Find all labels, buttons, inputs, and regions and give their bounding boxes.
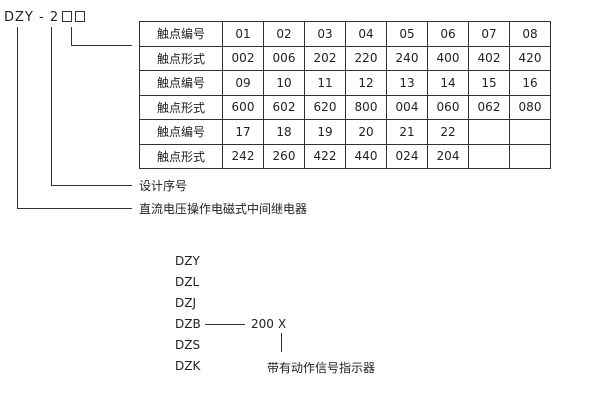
table-cell: 060 xyxy=(427,94,469,120)
row-label: 触点形式 xyxy=(139,45,223,71)
row-label: 触点编号 xyxy=(139,119,223,145)
table-cell: 602 xyxy=(263,94,305,120)
connector-line xyxy=(17,27,18,208)
placeholder-box-2 xyxy=(75,11,86,22)
connector-line xyxy=(17,208,132,209)
table-cell: 202 xyxy=(304,45,346,71)
table-cell: 06 xyxy=(427,21,469,47)
suffix-code: 200 xyxy=(251,317,274,331)
connector-line xyxy=(51,185,132,186)
table-cell: 09 xyxy=(222,70,264,96)
table-cell: 024 xyxy=(386,143,428,169)
table-cell: 402 xyxy=(468,45,510,71)
table-cell: 004 xyxy=(386,94,428,120)
series-item: DZK xyxy=(175,359,201,373)
table-cell xyxy=(468,143,510,169)
table-cell: 13 xyxy=(386,70,428,96)
table-cell: 420 xyxy=(509,45,551,71)
series-item: DZB xyxy=(175,317,201,331)
table-cell: 02 xyxy=(263,21,305,47)
connector-line xyxy=(71,45,132,46)
row-label: 触点形式 xyxy=(139,94,223,120)
table-cell: 10 xyxy=(263,70,305,96)
table-cell xyxy=(468,119,510,145)
suffix-option-label: 带有动作信号指示器 xyxy=(267,361,376,375)
table-row: 触点形式 002 006 202 220 240 400 402 420 xyxy=(139,45,551,71)
table-cell xyxy=(509,119,551,145)
series-item: DZY xyxy=(175,254,200,268)
table-cell: 240 xyxy=(386,45,428,71)
table-cell: 21 xyxy=(386,119,428,145)
table-cell: 15 xyxy=(468,70,510,96)
table-cell: 006 xyxy=(263,45,305,71)
table-cell: 260 xyxy=(263,143,305,169)
table-cell: 242 xyxy=(222,143,264,169)
row-label: 触点编号 xyxy=(139,70,223,96)
table-cell: 800 xyxy=(345,94,387,120)
table-cell: 422 xyxy=(304,143,346,169)
suffix-option: X xyxy=(278,317,287,331)
series-item: DZS xyxy=(175,338,201,352)
connector-line xyxy=(281,333,282,352)
table-cell: 204 xyxy=(427,143,469,169)
table-cell: 18 xyxy=(263,119,305,145)
model-prefix: DZY - 2 xyxy=(4,10,60,25)
connector-line xyxy=(71,27,72,45)
table-cell: 03 xyxy=(304,21,346,47)
table-cell: 19 xyxy=(304,119,346,145)
table-cell: 14 xyxy=(427,70,469,96)
table-cell: 20 xyxy=(345,119,387,145)
table-cell: 080 xyxy=(509,94,551,120)
series-item: DZJ xyxy=(175,296,196,310)
table-cell: 01 xyxy=(222,21,264,47)
series-item: DZL xyxy=(175,275,200,289)
table-cell: 12 xyxy=(345,70,387,96)
table-cell: 11 xyxy=(304,70,346,96)
connector-line xyxy=(51,27,52,185)
table-cell: 002 xyxy=(222,45,264,71)
row-label: 触点编号 xyxy=(139,21,223,47)
table-cell: 07 xyxy=(468,21,510,47)
model-code: DZY - 2 xyxy=(4,10,86,25)
placeholder-box-1 xyxy=(62,11,73,22)
table-cell: 062 xyxy=(468,94,510,120)
table-row: 触点编号 01 02 03 04 05 06 07 08 xyxy=(139,21,551,47)
design-serial-label: 设计序号 xyxy=(139,179,188,193)
table-cell: 22 xyxy=(427,119,469,145)
connector-line xyxy=(205,324,245,325)
table-cell: 440 xyxy=(345,143,387,169)
table-row: 触点形式 242 260 422 440 024 204 xyxy=(139,143,551,169)
table-cell: 600 xyxy=(222,94,264,120)
table-row: 触点编号 17 18 19 20 21 22 xyxy=(139,119,551,145)
table-row: 触点形式 600 602 620 800 004 060 062 080 xyxy=(139,94,551,120)
table-cell: 05 xyxy=(386,21,428,47)
table-cell: 17 xyxy=(222,119,264,145)
table-cell: 620 xyxy=(304,94,346,120)
table-cell xyxy=(509,143,551,169)
table-cell: 220 xyxy=(345,45,387,71)
table-row: 触点编号 09 10 11 12 13 14 15 16 xyxy=(139,70,551,96)
table-cell: 08 xyxy=(509,21,551,47)
table-cell: 400 xyxy=(427,45,469,71)
row-label: 触点形式 xyxy=(139,143,223,169)
table-cell: 16 xyxy=(509,70,551,96)
contact-table: 触点编号 01 02 03 04 05 06 07 08 触点形式 002 006 202 220 240 4… xyxy=(139,21,551,169)
table-cell: 04 xyxy=(345,21,387,47)
relay-type-label: 直流电压操作电磁式中间继电器 xyxy=(139,202,308,216)
